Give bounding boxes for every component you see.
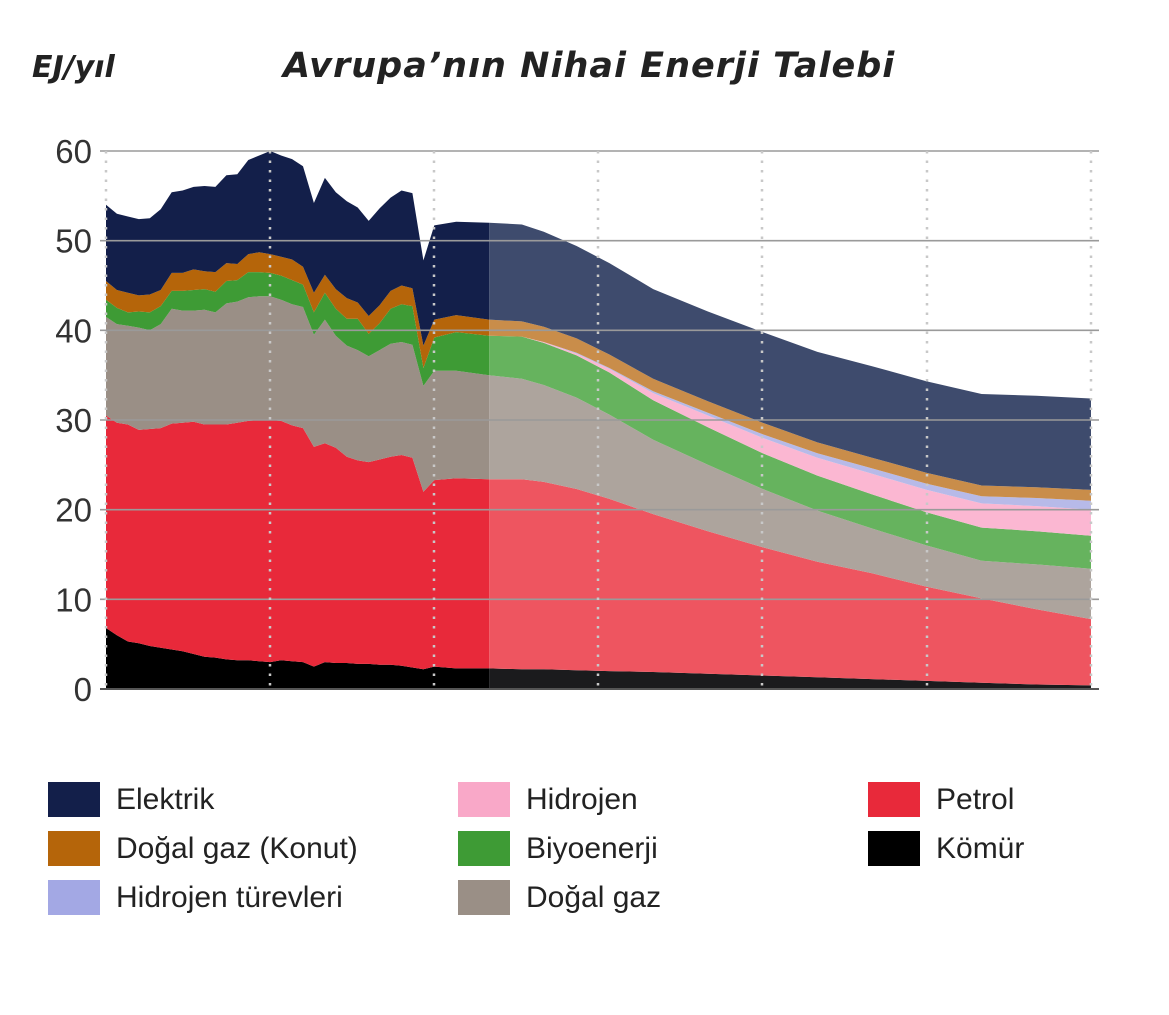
legend-label: Elektrik xyxy=(116,782,215,816)
legend-item-petrol: Petrol xyxy=(868,782,1014,817)
chart-title: Avrupa’nın Nihai Enerji Talebi xyxy=(283,46,896,86)
legend-swatch xyxy=(458,831,510,866)
area-do-al-gaz-konut-historical xyxy=(106,252,490,368)
stacked-area-chart: 0 10 20 30 40 50 60 xyxy=(55,133,1099,708)
legend-swatch xyxy=(48,782,100,817)
y-tick-label: 0 xyxy=(74,671,92,708)
legend-swatch xyxy=(458,782,510,817)
legend-item-do-al-gaz: Doğal gaz xyxy=(458,880,661,915)
y-tick-label: 30 xyxy=(55,402,92,439)
y-tick-label: 50 xyxy=(55,223,92,260)
grid-lines xyxy=(100,150,1099,690)
y-axis-unit-label: EJ/yıl xyxy=(32,50,115,85)
area-hidrojen-projection xyxy=(489,335,1092,536)
legend-item-hidrojen-t-revleri: Hidrojen türevleri xyxy=(48,880,343,915)
legend-label: Doğal gaz (Konut) xyxy=(116,831,358,865)
legend-label: Petrol xyxy=(936,782,1015,816)
area-biyoenerji-projection xyxy=(489,335,1092,569)
area-petrol-projection xyxy=(489,479,1092,686)
legend-label: Kömür xyxy=(936,831,1025,865)
y-axis-ticks: 0 10 20 30 40 50 60 xyxy=(55,133,92,708)
y-tick-label: 10 xyxy=(55,581,92,618)
legend-item-k-m-r: Kömür xyxy=(868,831,1024,866)
area-do-al-gaz-projection xyxy=(489,375,1092,620)
area-layer xyxy=(106,151,1092,689)
legend-swatch xyxy=(458,880,510,915)
legend-item-do-al-gaz-konut: Doğal gaz (Konut) xyxy=(48,831,358,866)
legend-label: Doğal gaz xyxy=(526,880,662,914)
y-tick-label: 40 xyxy=(55,312,92,349)
legend-item-biyoenerji: Biyoenerji xyxy=(458,831,658,866)
legend-label: Hidrojen türevleri xyxy=(116,880,343,914)
y-tick-label: 20 xyxy=(55,492,92,529)
area-do-al-gaz-historical xyxy=(106,296,490,492)
legend-swatch xyxy=(868,782,920,817)
area-petrol-historical xyxy=(106,415,490,670)
legend-swatch xyxy=(868,831,920,866)
legend-swatch xyxy=(48,880,100,915)
legend-item-hidrojen: Hidrojen xyxy=(458,782,638,817)
area-k-m-r-historical xyxy=(106,628,490,689)
area-do-al-gaz-konut-projection xyxy=(489,319,1092,501)
legend-label: Hidrojen xyxy=(526,782,638,816)
legend-swatch xyxy=(48,831,100,866)
legend-label: Biyoenerji xyxy=(526,831,658,865)
y-tick-label: 60 xyxy=(55,133,92,170)
legend-item-elektrik: Elektrik xyxy=(48,782,214,817)
area-biyoenerji-historical xyxy=(106,272,490,386)
area-elektrik-projection xyxy=(489,222,1092,490)
area-k-m-r-projection xyxy=(489,668,1092,689)
area-elektrik-historical xyxy=(106,151,490,346)
